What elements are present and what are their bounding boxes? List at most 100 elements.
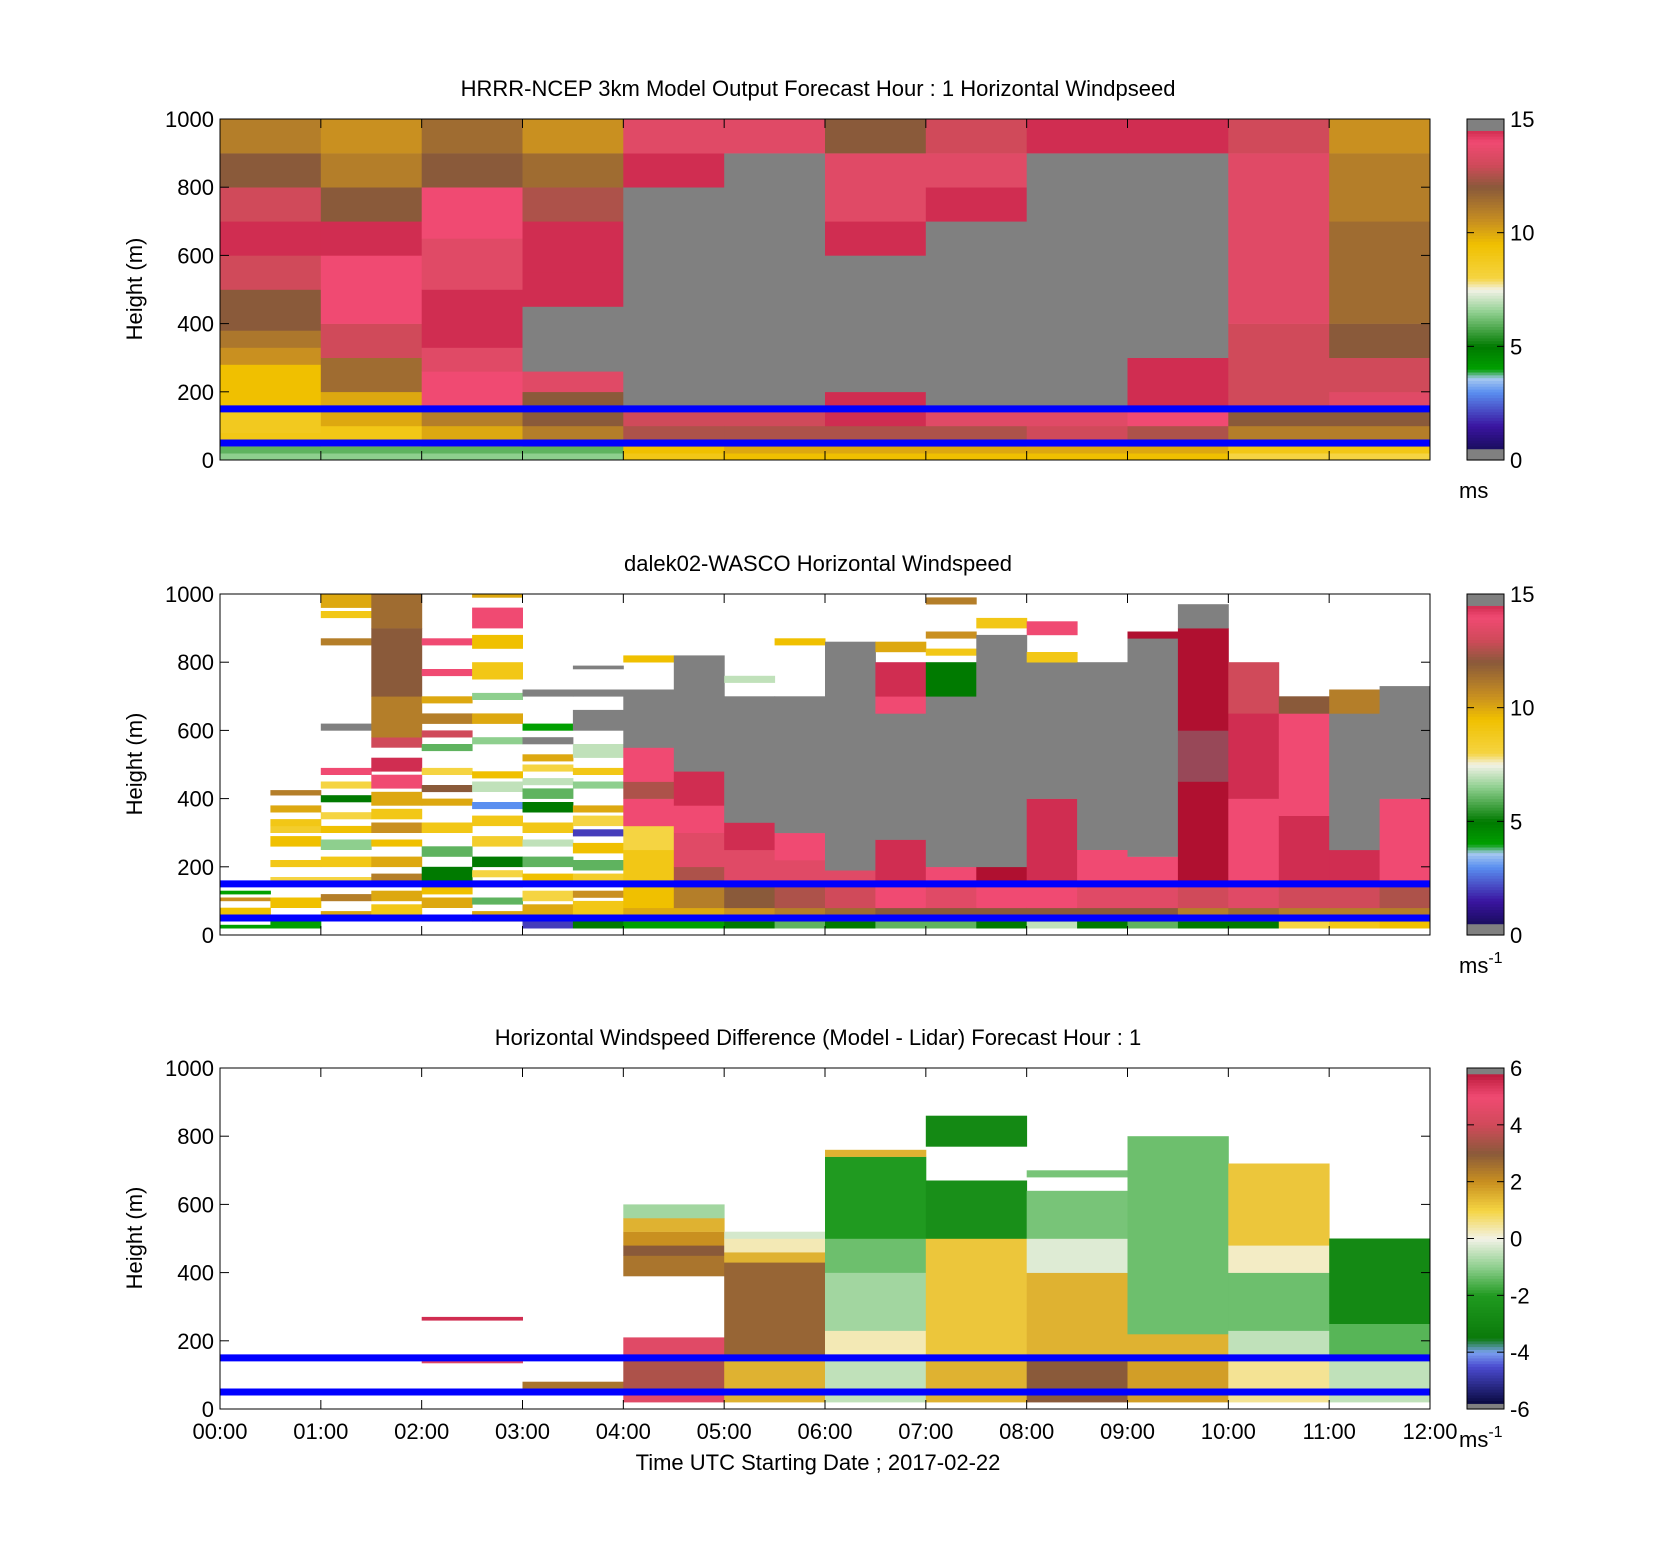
heat-cell: [421, 822, 473, 833]
heat-cell: [1228, 323, 1330, 410]
heat-cell: [1026, 652, 1078, 663]
heat-cell: [1329, 883, 1381, 909]
heat-cell: [724, 849, 776, 885]
heat-cell: [925, 662, 977, 697]
colorbar-segment: [1467, 775, 1504, 780]
heat-cell: [825, 921, 876, 929]
colorbar-segment: [1467, 917, 1504, 922]
colorbar-segment: [1467, 1204, 1504, 1208]
heat-cell: [1026, 1238, 1128, 1273]
heat-cell: [320, 119, 423, 154]
colorbar-segment: [1467, 1264, 1504, 1268]
colorbar-segment: [1467, 1124, 1504, 1129]
colorbar-tick-label: 15: [1510, 107, 1534, 132]
heat-cell: [270, 819, 322, 827]
y-tick-label: 1000: [165, 582, 214, 607]
heat-cell: [421, 866, 473, 881]
colorbar-tick-label: -6: [1510, 1397, 1530, 1422]
heat-cell: [925, 453, 1028, 460]
colorbar-unit-exponent: -1: [1488, 1424, 1502, 1441]
colorbar-segment: [1467, 849, 1504, 854]
y-tick-label: 400: [177, 787, 214, 812]
heat-cell: [371, 594, 423, 629]
colorbar-segment: [1467, 1161, 1504, 1166]
y-tick-label: 800: [177, 1124, 214, 1149]
heat-cell: [623, 187, 725, 410]
colorbar-segment: [1467, 352, 1504, 356]
heat-cell: [572, 689, 624, 697]
colorbar-segment: [1467, 130, 1504, 134]
heat-cell: [1278, 713, 1330, 816]
colorbar-segment: [1467, 1068, 1504, 1072]
colorbar-segment: [1467, 153, 1504, 157]
colorbar-segment: [1467, 1085, 1504, 1089]
colorbar-segment: [1467, 1102, 1504, 1106]
heat-cell: [270, 805, 322, 813]
heat-cell: [1026, 1357, 1128, 1403]
heat-cell: [1228, 713, 1280, 799]
colorbar-segment: [1467, 386, 1504, 390]
colorbar-unit-exponent: -1: [1488, 950, 1502, 967]
colorbar-segment: [1467, 1104, 1504, 1109]
heat-cell: [270, 790, 322, 796]
heat-cell: [1329, 391, 1430, 410]
colorbar-segment: [1467, 602, 1504, 606]
heat-cell: [875, 662, 927, 697]
colorbar-segment: [1467, 272, 1504, 276]
colorbar-segment: [1467, 445, 1504, 450]
colorbar-segment: [1467, 1289, 1504, 1294]
heat-cell: [825, 119, 927, 154]
colorbar-segment: [1467, 423, 1504, 427]
colorbar-segment: [1467, 1121, 1504, 1126]
colorbar-segment: [1467, 886, 1504, 891]
colorbar-segment: [1467, 269, 1504, 274]
colorbar-segment: [1467, 679, 1504, 683]
colorbar-segment: [1467, 929, 1504, 933]
heat-cell: [421, 744, 473, 752]
heat-cell: [220, 289, 322, 331]
colorbar-segment: [1467, 761, 1504, 766]
colorbar-segment: [1467, 161, 1504, 166]
heat-cell: [623, 849, 675, 885]
heat-cell: [1379, 798, 1430, 885]
colorbar-segment: [1467, 1360, 1504, 1365]
x-tick-label: 10:00: [1201, 1419, 1256, 1444]
colorbar-segment: [1467, 1218, 1504, 1223]
x-tick-label: 03:00: [495, 1419, 550, 1444]
heat-cell: [371, 856, 423, 868]
colorbar-segment: [1467, 1212, 1504, 1217]
heat-cell: [320, 357, 423, 393]
difference-panel: Horizontal Windspeed Difference (Model -…: [122, 1025, 1530, 1475]
colorbar-segment: [1467, 374, 1504, 379]
colorbar-segment: [1467, 622, 1504, 626]
colorbar-segment: [1467, 1235, 1504, 1240]
heat-cell: [320, 767, 372, 775]
heat-cell: [673, 696, 725, 772]
heat-cell: [320, 187, 423, 222]
colorbar-segment: [1467, 1389, 1504, 1393]
heat-cell: [1127, 921, 1179, 929]
colorbar-segment: [1467, 926, 1504, 930]
heat-cell: [1026, 1272, 1128, 1359]
heat-cell: [1228, 153, 1330, 188]
heat-cell: [724, 1262, 826, 1359]
panel-title: Horizontal Windspeed Difference (Model -…: [495, 1025, 1141, 1050]
heat-cell: [220, 221, 322, 256]
colorbar-segment: [1467, 320, 1504, 325]
y-axis-label: Height (m): [122, 238, 147, 341]
heat-cell: [1127, 453, 1229, 460]
colorbar-segment: [1467, 792, 1504, 797]
colorbar-segment: [1467, 909, 1504, 913]
heat-cell: [925, 866, 977, 885]
colorbar-segment: [1467, 721, 1504, 726]
colorbar-segment: [1467, 1133, 1504, 1137]
colorbar-segment: [1467, 659, 1504, 663]
y-tick-label: 800: [177, 650, 214, 675]
heat-cell: [825, 641, 876, 663]
heat-cell: [421, 638, 473, 646]
heat-cell: [1379, 883, 1430, 909]
heat-cell: [1278, 921, 1330, 929]
heat-cell: [572, 815, 624, 827]
heat-cell: [623, 713, 675, 748]
heat-cell: [976, 883, 1028, 909]
